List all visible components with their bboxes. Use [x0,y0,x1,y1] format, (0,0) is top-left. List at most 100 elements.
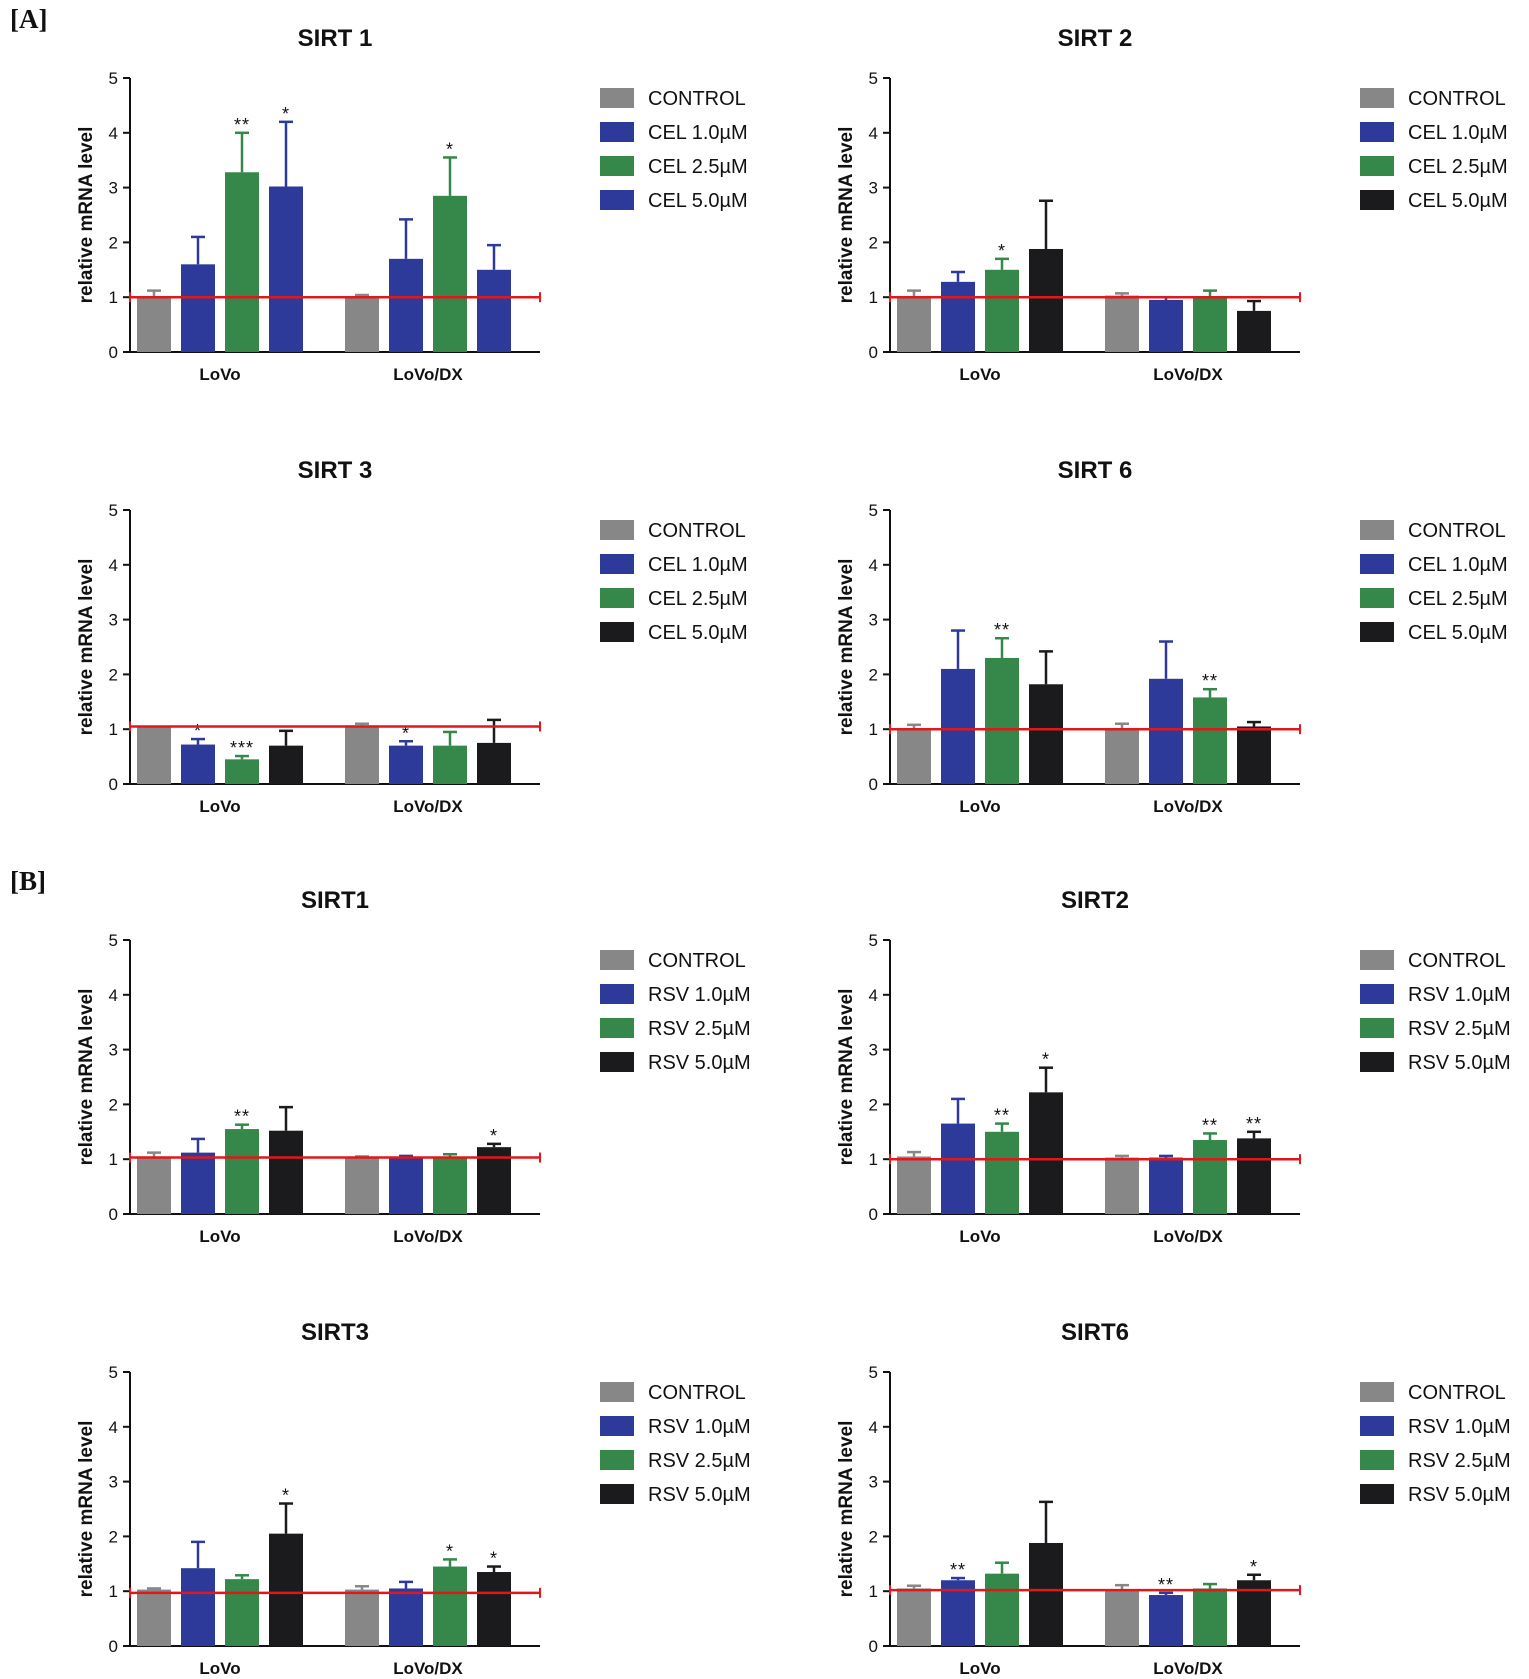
x-tick-label: LoVo [959,1659,1000,1678]
chart-title: SIRT 1 [298,25,373,52]
y-tick-label: 4 [869,556,878,575]
bar [389,745,423,784]
x-tick-label: LoVo/DX [1153,797,1223,816]
legend-swatch [1360,588,1394,608]
bar [941,281,975,352]
legend-swatch [600,156,634,176]
significance-mark: * [446,139,454,159]
significance-mark: * [490,1549,498,1569]
significance-mark: * [194,721,202,741]
y-tick-label: 0 [869,1637,878,1656]
bar [433,745,467,784]
bar [225,759,259,784]
y-tick-label: 4 [869,124,878,143]
legend-swatch [1360,88,1394,108]
x-tick-label: LoVo/DX [393,797,463,816]
legend-label: CEL 2.5µM [1408,588,1508,610]
legend-label: RSV 5.0µM [648,1484,751,1506]
legend-label: CEL 5.0µM [648,190,748,212]
legend-swatch [600,1052,634,1072]
y-tick-label: 5 [109,69,118,88]
legend-label: CEL 5.0µM [1408,190,1508,212]
y-tick-label: 3 [109,179,118,198]
bar [433,195,467,352]
bar [225,1579,259,1646]
y-tick-label: 5 [109,501,118,520]
bar [985,1573,1019,1646]
y-tick-label: 0 [109,775,118,794]
bar [1193,296,1227,352]
bar [225,1129,259,1214]
y-tick-label: 4 [109,1418,118,1437]
bar [345,297,379,352]
y-tick-label: 4 [109,986,118,1005]
legend-label: RSV 2.5µM [648,1450,751,1472]
bar [477,742,511,784]
bar [1029,1092,1063,1214]
legend-swatch [600,1484,634,1504]
legend-swatch [600,122,634,142]
significance-mark: * [1042,1050,1050,1070]
significance-mark: ** [234,1107,250,1127]
bar [1105,1589,1139,1646]
legend-swatch [1360,1416,1394,1436]
chart-title: SIRT2 [1061,887,1129,914]
legend-swatch [1360,554,1394,574]
legend-label: CEL 1.0µM [1408,554,1508,576]
legend-swatch [1360,950,1394,970]
y-axis-label: relative mRNA level [76,1421,97,1598]
bar [1029,248,1063,352]
bar [1193,1140,1227,1214]
bar [181,264,215,352]
bar [433,1157,467,1214]
bar [225,172,259,352]
legend-label: CONTROL [1408,1382,1506,1404]
legend-label: RSV 5.0µM [1408,1484,1511,1506]
bar [1193,697,1227,784]
y-tick-label: 3 [109,1473,118,1492]
chart-4: SIRT 6 relative mRNA level 0 1 2 3 4 5 ** LoVo ** L… [836,457,1508,816]
y-axis-label: relative mRNA level [76,559,97,736]
y-tick-label: 5 [109,1363,118,1382]
legend-label: RSV 5.0µM [1408,1052,1511,1074]
legend-swatch [600,88,634,108]
y-tick-label: 3 [869,1473,878,1492]
y-tick-label: 5 [869,501,878,520]
significance-mark: ** [1202,1115,1218,1135]
y-tick-label: 0 [869,775,878,794]
x-tick-label: LoVo [199,1659,240,1678]
bar [1149,1157,1183,1214]
bar [1149,299,1183,352]
significance-mark: * [446,1541,454,1561]
y-tick-label: 2 [109,1095,118,1114]
x-tick-label: LoVo/DX [1153,365,1223,384]
significance-mark: * [1250,1557,1258,1577]
legend-label: CONTROL [648,88,746,110]
y-tick-label: 2 [869,665,878,684]
bar [389,1588,423,1646]
bar [389,1157,423,1214]
y-axis-label: relative mRNA level [836,989,857,1166]
legend-swatch [600,1018,634,1038]
significance-mark: ** [1246,1114,1262,1134]
x-tick-label: LoVo/DX [393,1659,463,1678]
chart-title: SIRT3 [301,1319,369,1346]
y-axis-label: relative mRNA level [836,1421,857,1598]
significance-mark: ** [1202,671,1218,691]
y-tick-label: 1 [869,720,878,739]
chart-5: SIRT1 relative mRNA level 0 1 2 3 4 5 ** LoVo * LoV… [76,887,751,1246]
bar [985,657,1019,784]
significance-mark: * [998,241,1006,261]
x-tick-label: LoVo [959,797,1000,816]
legend-swatch [1360,122,1394,142]
bar [1105,1157,1139,1214]
bar [389,258,423,352]
y-tick-label: 2 [109,665,118,684]
legend-label: CEL 2.5µM [1408,156,1508,178]
bar [137,1589,171,1646]
bar [477,269,511,352]
bar [269,1130,303,1214]
